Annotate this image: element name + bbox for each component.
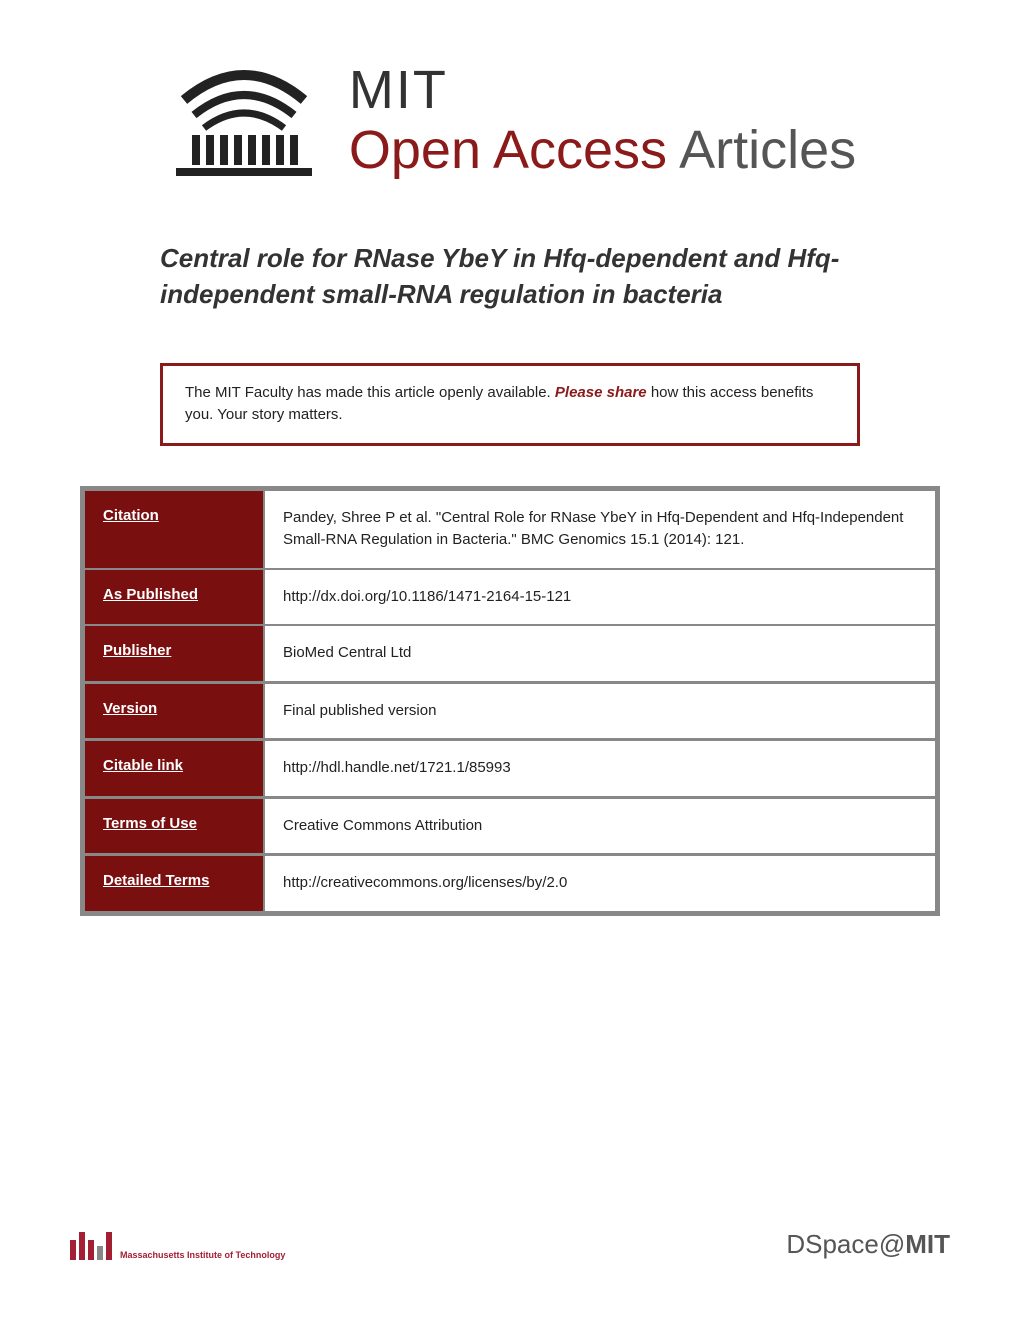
- table-row: Citation Pandey, Shree P et al. "Central…: [84, 490, 936, 569]
- meta-value-terms: Creative Commons Attribution: [264, 797, 936, 855]
- meta-label-detailedterms: Detailed Terms: [84, 854, 264, 912]
- meta-label-aspublished: As Published: [84, 569, 264, 626]
- table-row: Terms of Use Creative Commons Attributio…: [84, 797, 936, 855]
- meta-value-citablelink[interactable]: http://hdl.handle.net/1721.1/85993: [264, 739, 936, 797]
- meta-value-aspublished[interactable]: http://dx.doi.org/10.1186/1471-2164-15-1…: [264, 569, 936, 626]
- meta-label-version: Version: [84, 682, 264, 740]
- mit-small-logo: Massachusetts Institute of Technology: [70, 1232, 285, 1260]
- meta-label-citation: Citation: [84, 490, 264, 569]
- mit-bars-icon: [70, 1232, 112, 1260]
- metadata-table: Citation Pandey, Shree P et al. "Central…: [80, 486, 940, 916]
- meta-label-citablelink: Citable link: [84, 739, 264, 797]
- meta-label-publisher: Publisher: [84, 625, 264, 682]
- share-notice-box: The MIT Faculty has made this article op…: [160, 363, 860, 446]
- table-row: As Published http://dx.doi.org/10.1186/1…: [84, 569, 936, 626]
- dome-icon: [164, 60, 324, 180]
- meta-value-version: Final published version: [264, 682, 936, 740]
- header-logo: MIT Open Access Articles: [70, 60, 950, 180]
- meta-label-terms: Terms of Use: [84, 797, 264, 855]
- share-emphasis[interactable]: Please share: [555, 384, 647, 401]
- article-title: Central role for RNase YbeY in Hfq-depen…: [160, 240, 890, 313]
- dspace-logo: DSpace@MIT: [786, 1229, 950, 1260]
- mit-full-name: Massachusetts Institute of Technology: [120, 1250, 285, 1260]
- table-row: Publisher BioMed Central Ltd: [84, 625, 936, 682]
- page-footer: Massachusetts Institute of Technology DS…: [70, 1229, 950, 1260]
- logo-open-access-text: Open Access Articles: [349, 121, 856, 180]
- share-prefix: The MIT Faculty has made this article op…: [185, 384, 555, 401]
- meta-value-citation: Pandey, Shree P et al. "Central Role for…: [264, 490, 936, 569]
- meta-value-detailedterms[interactable]: http://creativecommons.org/licenses/by/2…: [264, 854, 936, 912]
- logo-text: MIT Open Access Articles: [349, 61, 856, 180]
- table-row: Version Final published version: [84, 682, 936, 740]
- meta-value-publisher: BioMed Central Ltd: [264, 625, 936, 682]
- logo-mit-text: MIT: [349, 61, 856, 120]
- table-row: Detailed Terms http://creativecommons.or…: [84, 854, 936, 912]
- table-row: Citable link http://hdl.handle.net/1721.…: [84, 739, 936, 797]
